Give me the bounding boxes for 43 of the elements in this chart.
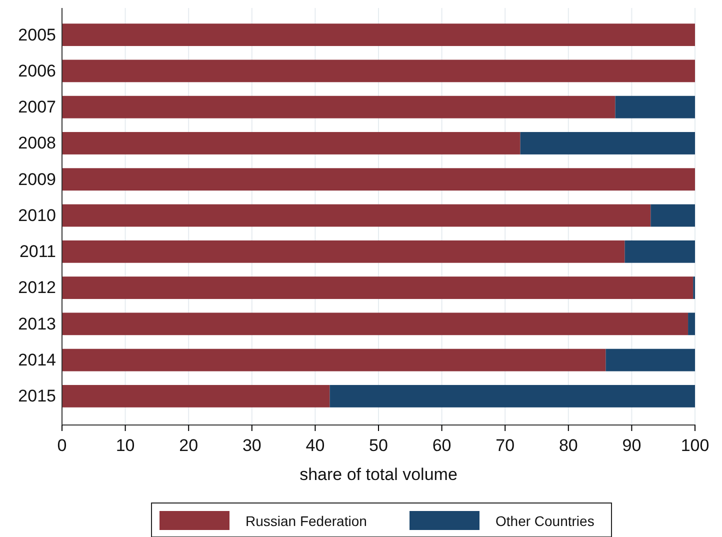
- bar: [606, 348, 695, 372]
- legend-label: Russian Federation: [246, 513, 367, 529]
- bar: [62, 24, 695, 46]
- y-tick-label: 2015: [18, 386, 56, 406]
- y-tick-label: 2007: [18, 98, 56, 117]
- legend-label: Other Countries: [496, 513, 594, 529]
- bar: [62, 312, 688, 336]
- bar: [62, 96, 616, 118]
- x-tick-label: 30: [242, 436, 262, 455]
- bar: [62, 204, 651, 227]
- y-tick-label: 2008: [18, 134, 56, 153]
- bar: [650, 204, 695, 227]
- y-tick-label: 2014: [18, 350, 56, 370]
- bar: [624, 240, 695, 263]
- y-tick-label: 2010: [18, 206, 56, 225]
- y-tick-label: 2006: [18, 61, 56, 80]
- y-tick-label: 2011: [19, 242, 56, 262]
- y-tick-label: 2012: [18, 278, 56, 298]
- x-tick-label: 80: [558, 436, 578, 455]
- bar: [62, 168, 695, 191]
- bar: [615, 96, 695, 118]
- x-tick-label: 0: [57, 436, 67, 455]
- x-tick-label: 10: [116, 436, 135, 455]
- x-tick-label: 90: [622, 436, 642, 455]
- x-tick-label: 100: [680, 436, 710, 455]
- bar: [62, 132, 520, 154]
- y-tick-label: 2005: [18, 25, 56, 44]
- x-tick-label: 50: [369, 436, 388, 455]
- bar: [62, 348, 606, 372]
- x-tick-label: 40: [306, 436, 325, 455]
- bar: [520, 132, 695, 154]
- bar: [62, 384, 330, 408]
- x-tick-label: 60: [432, 436, 452, 455]
- x-tick-label: 70: [496, 436, 515, 455]
- bar: [688, 312, 695, 336]
- bar: [62, 60, 695, 82]
- bar: [62, 276, 694, 299]
- y-tick-label: 2013: [18, 314, 56, 334]
- y-tick-label: 2009: [18, 170, 56, 189]
- bar: [62, 240, 625, 263]
- x-tick-label: 20: [179, 436, 198, 455]
- x-axis-title: share of total volume: [300, 465, 458, 484]
- bar: [330, 384, 695, 408]
